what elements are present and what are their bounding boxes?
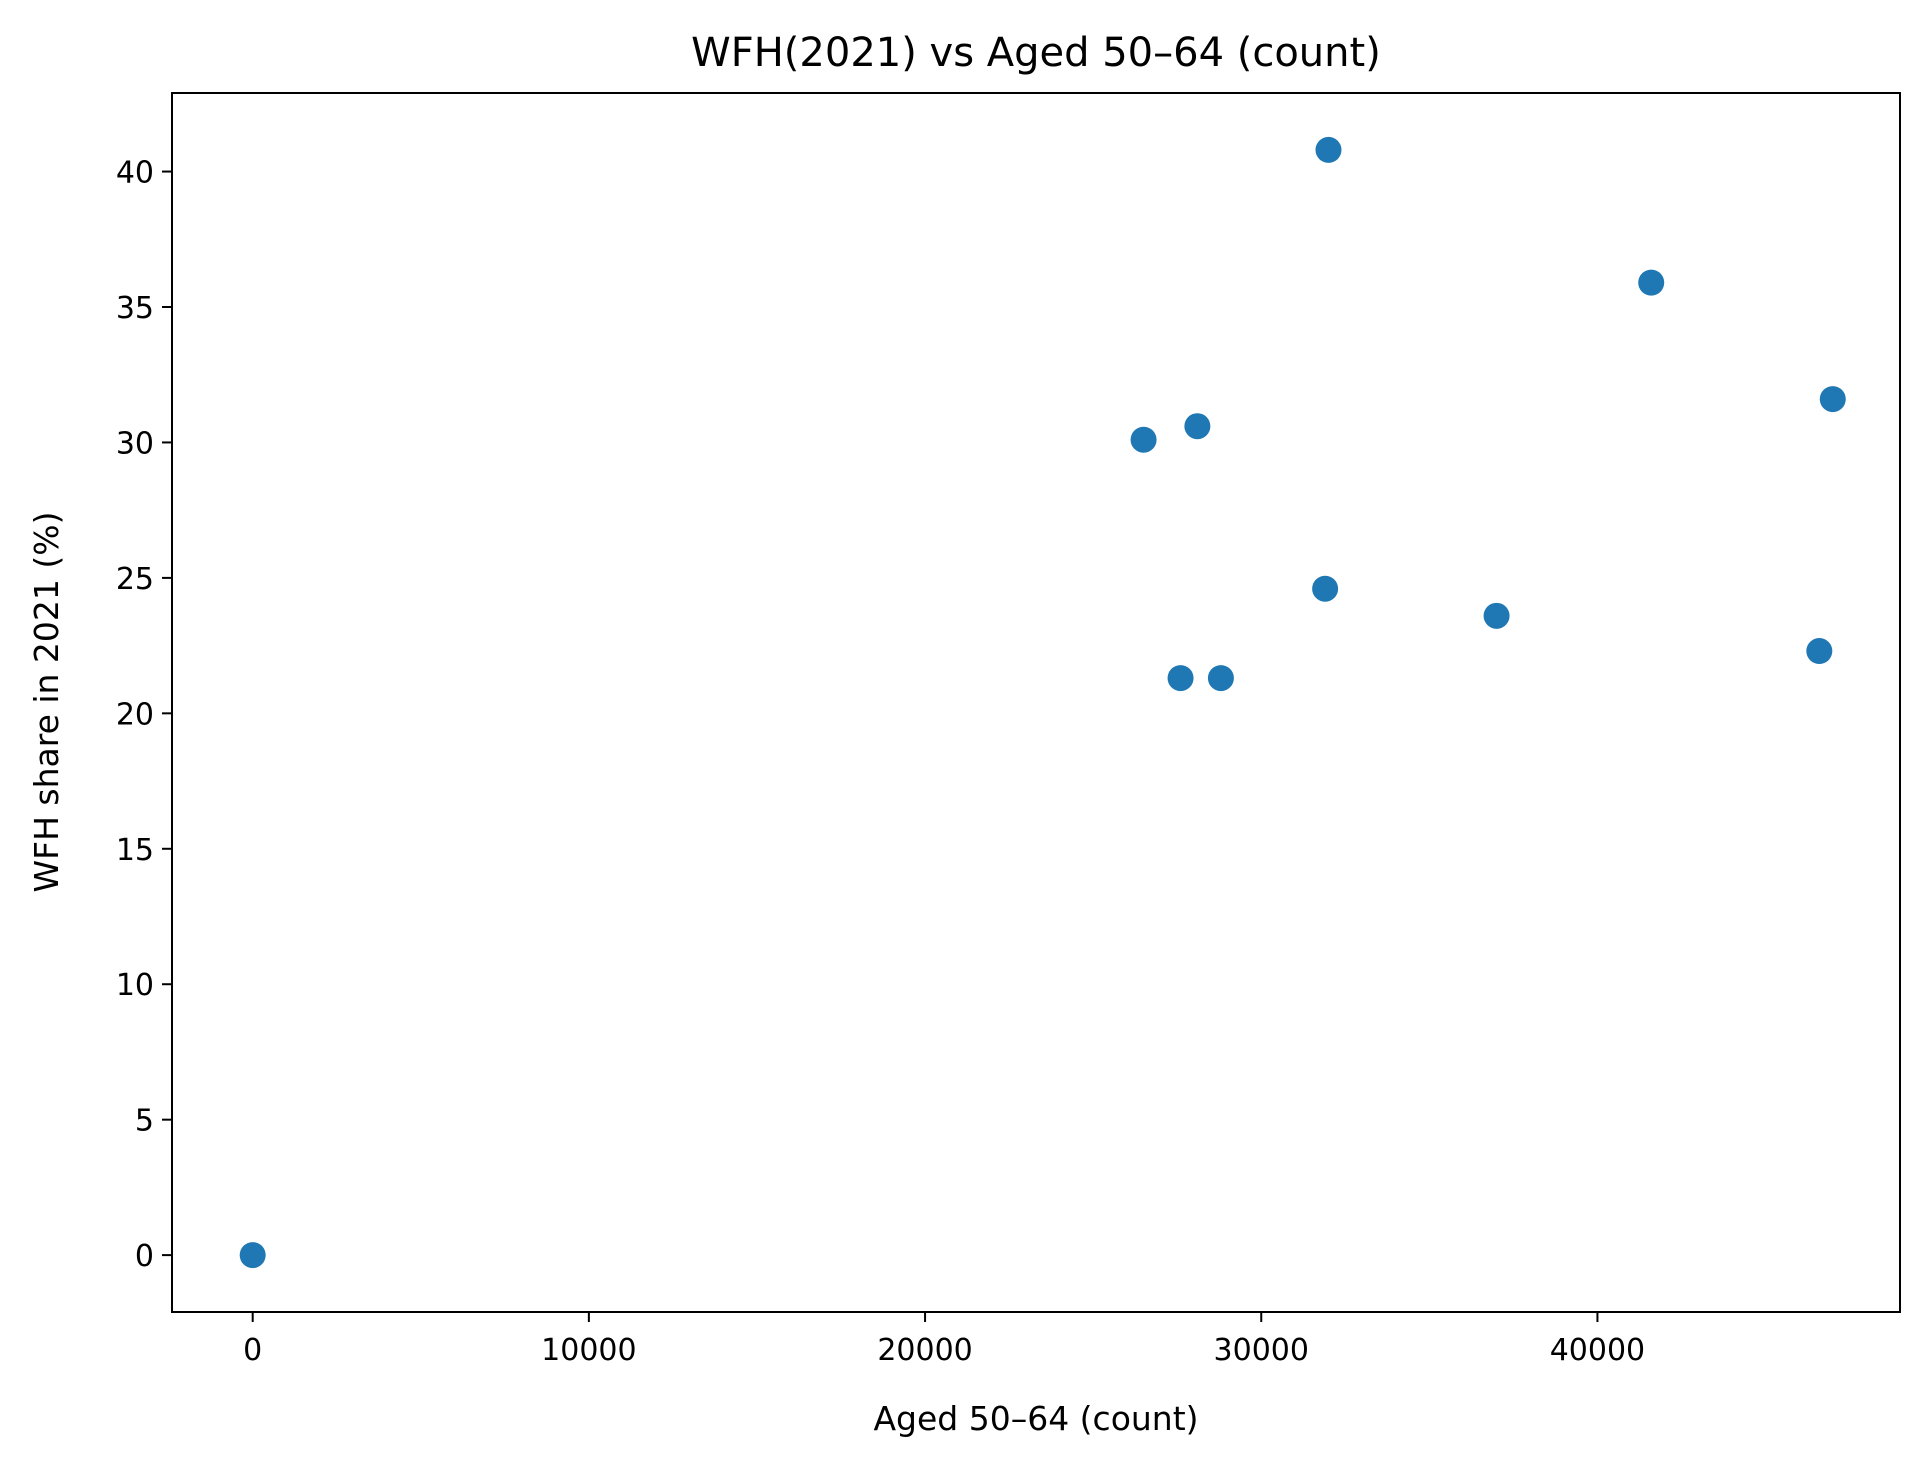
y-axis-ticks: 0 5 10 15 20 25 30 35 40 — [116, 156, 172, 1274]
data-points — [239, 136, 1846, 1269]
data-point — [1638, 269, 1665, 296]
x-axis-ticks: 0 10000 20000 30000 40000 — [243, 1312, 1645, 1368]
x-tick-label: 10000 — [541, 1333, 636, 1368]
data-point — [1184, 413, 1211, 440]
data-point — [1130, 426, 1157, 453]
data-point — [239, 1242, 266, 1269]
y-tick-label: 20 — [116, 697, 154, 732]
y-tick-label: 40 — [116, 156, 154, 191]
data-point — [1315, 136, 1342, 163]
y-tick-label: 25 — [116, 562, 154, 597]
x-tick-label: 20000 — [877, 1333, 972, 1368]
data-point — [1819, 386, 1846, 413]
x-tick-label: 0 — [243, 1333, 262, 1368]
chart-title: WFH(2021) vs Aged 50–64 (count) — [691, 30, 1381, 76]
x-tick-label: 30000 — [1214, 1333, 1309, 1368]
y-tick-label: 15 — [116, 833, 154, 868]
x-tick-label: 40000 — [1550, 1333, 1645, 1368]
plot-area-frame — [171, 92, 1901, 1313]
data-point — [1167, 665, 1194, 692]
y-tick-label: 10 — [116, 968, 154, 1003]
y-axis-label: WFH share in 2021 (%) — [27, 511, 66, 892]
data-point — [1207, 665, 1234, 692]
data-point — [1483, 602, 1510, 629]
data-point — [1806, 638, 1833, 665]
data-point — [1312, 575, 1339, 602]
y-tick-label: 35 — [116, 291, 154, 326]
y-tick-label: 5 — [135, 1104, 154, 1139]
y-tick-label: 30 — [116, 426, 154, 461]
x-axis-label: Aged 50–64 (count) — [873, 1399, 1198, 1438]
y-tick-label: 0 — [135, 1239, 154, 1274]
